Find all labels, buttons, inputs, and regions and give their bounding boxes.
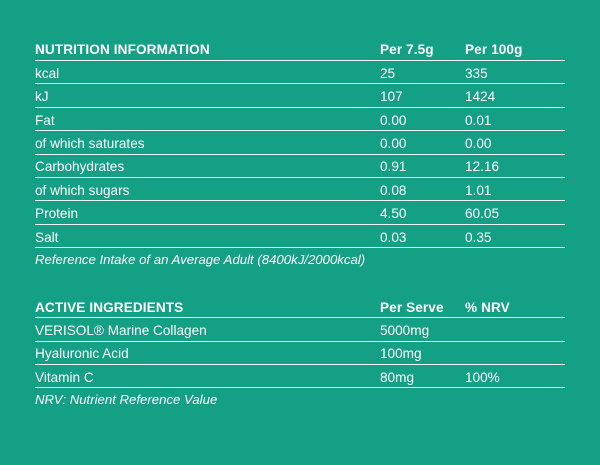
per-serving-heading: Per 7.5g (380, 42, 434, 58)
nrv-heading: % NRV (465, 299, 510, 315)
ingredient-name: VERISOL® Marine Collagen (35, 322, 207, 338)
table-row: Hyaluronic Acid 100mg (35, 342, 565, 365)
section-spacer (35, 271, 565, 298)
table-row: Vitamin C 80mg 100% (35, 365, 565, 389)
per-100g-value: 60.05 (465, 206, 500, 222)
nutrition-header-row: NUTRITION INFORMATION Per 7.5g Per 100g (35, 41, 565, 61)
nrv-note: NRV: Nutrient Reference Value (35, 392, 218, 408)
table-row: of which sugars 0.08 1.01 (35, 178, 565, 202)
per-100g-heading: Per 100g (465, 42, 523, 58)
per-100g-value: 0.00 (465, 135, 492, 151)
reference-intake-note: Reference Intake of an Average Adult (84… (35, 252, 366, 268)
per-serve-value: 100mg (380, 346, 422, 362)
per-serving-value: 0.08 (380, 182, 407, 198)
nrv-value: 100% (465, 369, 500, 385)
nutrient-name: Carbohydrates (35, 159, 125, 175)
active-ingredients-title: ACTIVE INGREDIENTS (35, 299, 184, 315)
table-row: Protein 4.50 60.05 (35, 201, 565, 225)
nutrient-name: Protein (35, 206, 79, 222)
per-serving-value: 0.91 (380, 159, 407, 175)
per-serve-value: 80mg (380, 369, 415, 385)
per-serving-value: 25 (380, 65, 396, 81)
nutrient-name: Fat (35, 112, 55, 128)
table-row: Fat 0.00 0.01 (35, 108, 565, 132)
table-row: VERISOL® Marine Collagen 5000mg (35, 318, 565, 342)
table-row: of which saturates 0.00 0.00 (35, 131, 565, 155)
nutrient-name: kcal (35, 65, 60, 81)
per-100g-value: 12.16 (465, 159, 500, 175)
nutrient-name: kJ (35, 89, 49, 105)
nutrient-name: Salt (35, 229, 59, 245)
ingredient-name: Vitamin C (35, 369, 94, 385)
per-100g-value: 1.01 (465, 182, 492, 198)
table-row: kJ 107 1424 (35, 84, 565, 108)
per-100g-value: 335 (465, 65, 488, 81)
nutrition-title: NUTRITION INFORMATION (35, 42, 210, 58)
per-serving-value: 107 (380, 89, 403, 105)
nutrient-name: of which sugars (35, 182, 130, 198)
per-100g-value: 1424 (465, 89, 496, 105)
nutrition-panel: NUTRITION INFORMATION Per 7.5g Per 100g … (35, 41, 565, 411)
table-row: kcal 25 335 (35, 61, 565, 85)
per-100g-value: 0.35 (465, 229, 492, 245)
per-serve-heading: Per Serve (380, 299, 444, 315)
per-100g-value: 0.01 (465, 112, 492, 128)
table-row: Salt 0.03 0.35 (35, 225, 565, 249)
per-serving-value: 0.03 (380, 229, 407, 245)
nutrient-name: of which saturates (35, 135, 145, 151)
active-ingredients-header-row: ACTIVE INGREDIENTS Per Serve % NRV (35, 298, 565, 319)
per-serving-value: 4.50 (380, 206, 407, 222)
ingredient-name: Hyaluronic Acid (35, 346, 129, 362)
per-serving-value: 0.00 (380, 135, 407, 151)
per-serving-value: 0.00 (380, 112, 407, 128)
table-row: Carbohydrates 0.91 12.16 (35, 155, 565, 178)
per-serve-value: 5000mg (380, 322, 430, 338)
